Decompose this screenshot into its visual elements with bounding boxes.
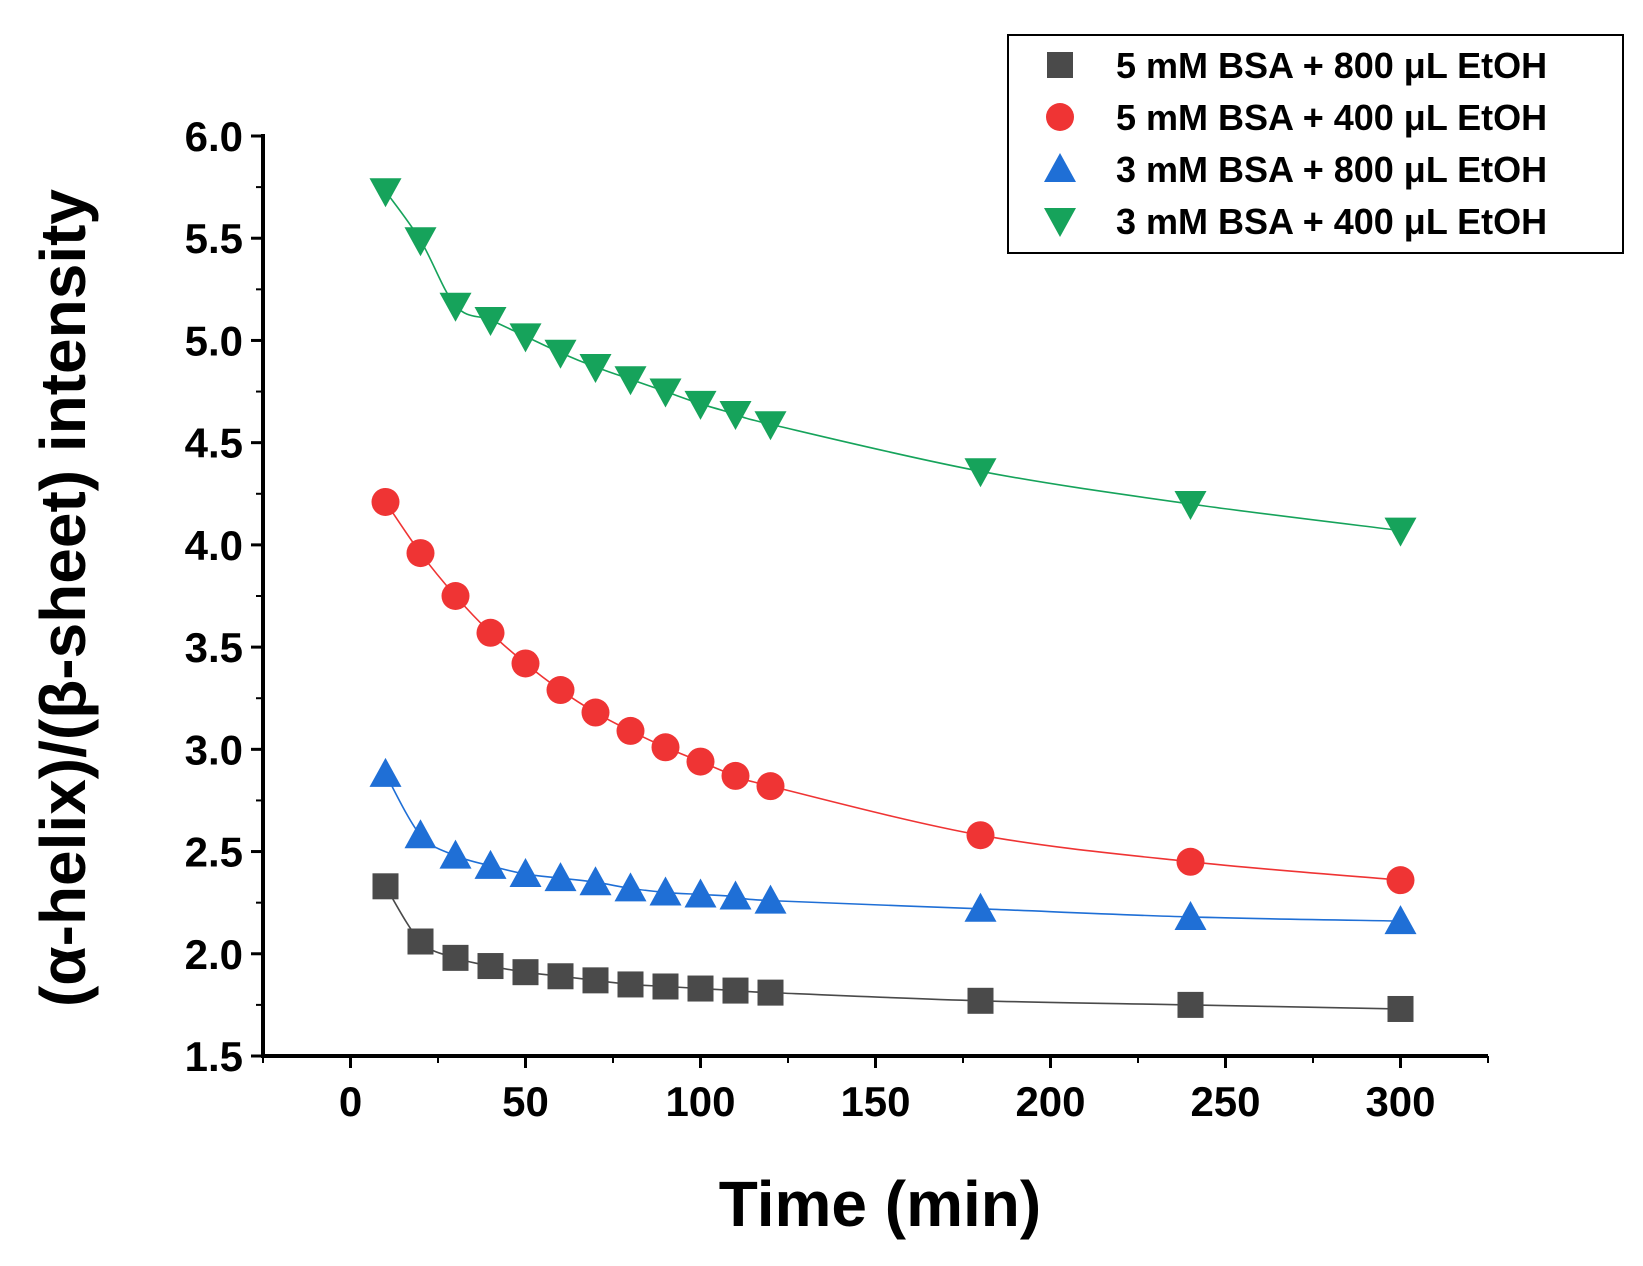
x-tick-label: 0 [339,1078,362,1125]
data-point-series-4 [1174,491,1207,520]
data-point-series-1 [442,944,469,971]
legend-label: 5 mM BSA + 800 μL EtOH [1116,45,1547,86]
data-point-series-2 [441,582,470,610]
data-point-series-2 [476,618,505,647]
data-point-series-4 [509,323,542,353]
data-point-series-3 [404,819,437,849]
data-point-series-1 [687,975,714,1002]
y-tick-label: 3.5 [185,624,243,671]
data-point-series-4 [579,354,612,384]
data-point-series-1 [582,967,609,994]
data-point-series-1 [512,959,539,986]
data-point-series-4 [544,339,577,369]
data-point-series-3 [1174,900,1207,930]
data-point-series-1 [757,979,784,1006]
y-axis-title: (α-helix)/(β-sheet) intensity [27,189,99,1007]
x-tick-label: 200 [1015,1078,1085,1125]
data-point-series-2 [1176,847,1205,876]
data-point-series-3 [1384,905,1417,935]
axes: 1.5 2.0 2.5 3.0 3.5 4.0 4.5 5.0 5.5 6.0 0 50 100 150 2… [185,113,1489,1125]
x-tick-label: 250 [1190,1078,1260,1125]
data-point-series-4 [1384,517,1417,547]
x-tick-label: 300 [1365,1078,1435,1125]
data-point-series-2 [406,539,435,568]
data-point-series-2 [686,747,715,776]
data-point-series-4 [649,378,682,408]
data-point-series-3 [719,880,752,910]
legend-box [1007,34,1624,254]
legend-label: 5 mM BSA + 400 μL EtOH [1116,97,1547,138]
data-point-series-2 [1386,866,1415,895]
data-point-series-3 [684,878,717,908]
y-tick-label: 6.0 [185,113,243,160]
legend-label: 3 mM BSA + 800 μL EtOH [1116,149,1547,190]
data-point-series-4 [684,390,717,420]
data-point-series-3 [369,757,402,787]
y-tick-label: 3.0 [185,726,243,773]
data-point-series-2 [511,649,540,678]
data-point-series-2 [371,487,400,516]
legend-marker-series-3 [1044,153,1076,182]
data-point-series-3 [474,849,507,879]
legend-marker-series-1 [1047,52,1073,78]
data-point-series-3 [754,884,787,914]
x-tick-label: 100 [665,1078,735,1125]
data-point-series-1 [547,963,574,990]
data-point-series-1 [722,977,749,1004]
data-point-series-3 [964,892,997,922]
x-tick-label: 50 [502,1078,549,1125]
data-point-series-3 [439,839,472,869]
data-point-series-4 [369,178,402,208]
data-point-series-3 [509,858,542,888]
data-point-series-2 [651,733,680,762]
data-point-series-1 [617,971,644,998]
data-point-series-4 [754,411,787,441]
data-point-series-3 [544,862,577,892]
x-axis-title: Time (min) [719,1168,1041,1240]
data-point-series-4 [439,292,472,322]
data-points [369,178,1417,1022]
data-point-series-1 [407,928,434,955]
data-point-series-3 [614,872,647,902]
data-point-series-2 [966,821,995,850]
data-point-series-4 [614,366,647,396]
legend-label: 3 mM BSA + 400 μL EtOH [1116,201,1547,242]
data-point-series-4 [404,227,437,257]
data-point-series-2 [616,716,645,745]
data-point-series-1 [372,873,399,900]
y-tick-label: 5.5 [185,215,243,262]
data-point-series-1 [967,987,994,1014]
data-point-series-4 [964,458,997,488]
data-point-series-2 [756,772,785,801]
legend: 5 mM BSA + 800 μL EtOH 5 mM BSA + 400 μL … [1007,34,1624,254]
data-point-series-4 [719,401,752,431]
y-tick-label: 5.0 [185,317,243,364]
fit-curve-series-2 [384,501,1401,881]
y-tick-label: 4.0 [185,522,243,569]
y-tick-label: 2.5 [185,829,243,876]
y-tick-label: 1.5 [185,1033,243,1080]
fit-curve-series-3 [384,773,1401,922]
data-point-series-3 [649,876,682,906]
y-tick-label: 2.0 [185,931,243,978]
data-point-series-4 [474,307,507,336]
legend-marker-series-4 [1044,208,1076,237]
x-tick-label: 150 [840,1078,910,1125]
data-point-series-2 [581,698,610,727]
data-point-series-1 [1177,991,1204,1018]
data-point-series-2 [721,761,750,790]
data-point-series-1 [1387,995,1414,1022]
y-tick-label: 4.5 [185,420,243,467]
data-point-series-1 [477,953,504,980]
legend-marker-series-2 [1046,103,1074,131]
data-point-series-3 [579,866,612,896]
data-point-series-2 [546,676,575,705]
data-point-series-1 [652,973,679,1000]
